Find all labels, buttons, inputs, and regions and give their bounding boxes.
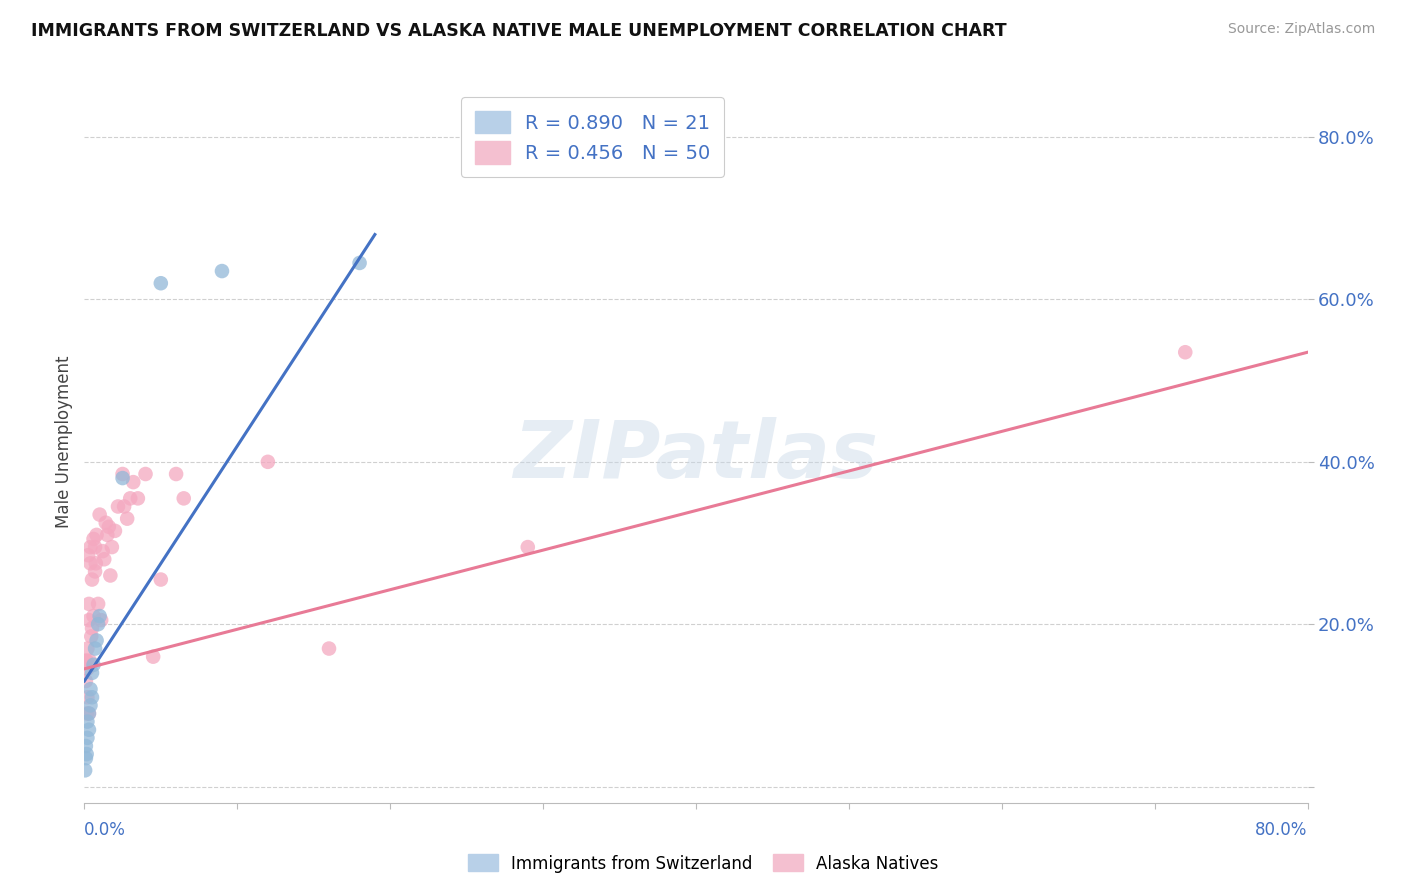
Point (135, 467, 157, 481)
Legend: R = 0.890   N = 21, R = 0.456   N = 50: R = 0.890 N = 21, R = 0.456 N = 50 (461, 97, 724, 178)
Point (149, 277, 172, 291)
Point (79, 682, 101, 697)
Point (76, 706, 98, 721)
Point (107, 500, 129, 514)
Point (79, 698, 101, 713)
Point (77, 723, 100, 737)
Point (111, 467, 134, 481)
Point (87, 617, 110, 632)
Point (83, 657, 105, 672)
Point (75, 751, 97, 765)
Point (127, 491, 149, 506)
Point (76, 747, 98, 761)
Point (75, 673, 97, 688)
Point (120, 491, 142, 506)
Text: ZIPatlas: ZIPatlas (513, 417, 879, 495)
Point (76, 654, 98, 668)
Point (349, 256, 371, 270)
Point (84, 641, 107, 656)
Point (75, 654, 97, 668)
Point (149, 573, 172, 587)
Point (111, 471, 134, 485)
Point (80, 629, 103, 643)
Point (142, 649, 165, 664)
Point (77, 548, 100, 562)
Text: 0.0%: 0.0% (84, 822, 127, 839)
Point (257, 455, 280, 469)
Point (96, 528, 118, 542)
Point (83, 532, 105, 546)
Point (80, 573, 103, 587)
Point (84, 557, 107, 571)
Point (76, 690, 98, 705)
Point (77, 613, 100, 627)
Point (94, 516, 117, 530)
Point (86, 633, 108, 648)
Point (115, 511, 138, 525)
Y-axis label: Male Unemployment: Male Unemployment (55, 355, 73, 528)
Text: 80.0%: 80.0% (1256, 822, 1308, 839)
Point (93, 552, 115, 566)
Point (87, 597, 110, 611)
Point (165, 467, 187, 481)
Point (89, 508, 111, 522)
Point (211, 264, 233, 278)
Point (516, 540, 538, 554)
Point (84, 565, 107, 579)
Point (79, 540, 101, 554)
Text: IMMIGRANTS FROM SWITZERLAND VS ALASKA NATIVE MALE UNEMPLOYMENT CORRELATION CHART: IMMIGRANTS FROM SWITZERLAND VS ALASKA NA… (31, 22, 1007, 40)
Point (104, 524, 127, 538)
Point (76, 731, 98, 745)
Point (80, 665, 103, 680)
Point (318, 641, 340, 656)
Point (89, 609, 111, 624)
Point (75, 739, 97, 753)
Point (1174, 345, 1197, 359)
Point (173, 491, 195, 506)
Point (76, 662, 98, 676)
Text: Source: ZipAtlas.com: Source: ZipAtlas.com (1227, 22, 1375, 37)
Point (86, 528, 108, 542)
Legend: Immigrants from Switzerland, Alaska Natives: Immigrants from Switzerland, Alaska Nati… (461, 847, 945, 880)
Point (79, 557, 101, 571)
Point (91, 544, 114, 558)
Point (97, 520, 120, 534)
Point (80, 690, 103, 705)
Point (77, 706, 100, 721)
Point (83, 609, 105, 624)
Point (76, 714, 98, 729)
Point (112, 500, 135, 514)
Point (122, 475, 145, 490)
Point (101, 540, 124, 554)
Point (75, 764, 97, 778)
Point (77, 706, 100, 721)
Point (90, 613, 112, 627)
Point (84, 540, 107, 554)
Point (80, 621, 103, 635)
Point (77, 597, 100, 611)
Point (76, 641, 98, 656)
Point (79, 654, 101, 668)
Point (98, 568, 121, 582)
